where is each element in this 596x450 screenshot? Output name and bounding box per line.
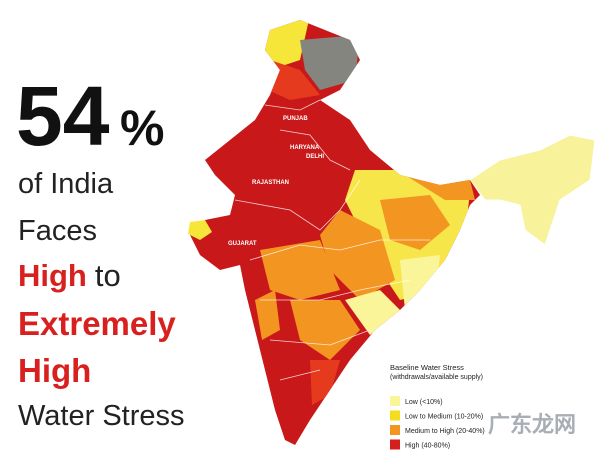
highlight-text: High [18, 352, 91, 389]
headline-number: 54 [16, 69, 110, 163]
legend-subtitle: (withdrawals/available supply) [390, 374, 483, 381]
statement-line: Water Stress [18, 400, 185, 432]
legend-swatch [390, 410, 400, 421]
legend-swatch [390, 439, 400, 450]
statement-line: Faces [18, 215, 97, 247]
statement-text: to [95, 258, 121, 293]
watermark: 广东龙网 [488, 412, 576, 437]
state-label: DELHI [306, 154, 324, 160]
state-label: RAJASTHAN [252, 180, 289, 186]
statement-text: Faces [18, 215, 97, 247]
legend-label: Low to Medium (10-20%) [405, 414, 483, 421]
statement-text: Water Stress [18, 400, 185, 432]
legend-title: Baseline Water Stress [390, 363, 464, 372]
legend-label: High (40-80%) [405, 443, 450, 450]
legend-swatch [390, 396, 400, 406]
headline-unit: % [120, 100, 164, 156]
state-label: GUJARAT [228, 241, 257, 247]
state-label: HARYANA [290, 145, 320, 151]
legend-label: Low (<10%) [405, 399, 443, 406]
statement-line: High [18, 352, 91, 389]
statement-text: of India [18, 168, 114, 200]
legend-swatch [390, 425, 400, 435]
statement-line: Extremely [18, 305, 176, 342]
statement-line: of India [18, 168, 114, 200]
highlight-text: Extremely [18, 305, 176, 342]
state-label: PUNJAB [283, 116, 308, 122]
map [188, 20, 596, 445]
statement-line: High to [18, 258, 121, 293]
legend-label: Medium to High (20-40%) [405, 428, 485, 435]
highlight-text: High [18, 258, 87, 293]
